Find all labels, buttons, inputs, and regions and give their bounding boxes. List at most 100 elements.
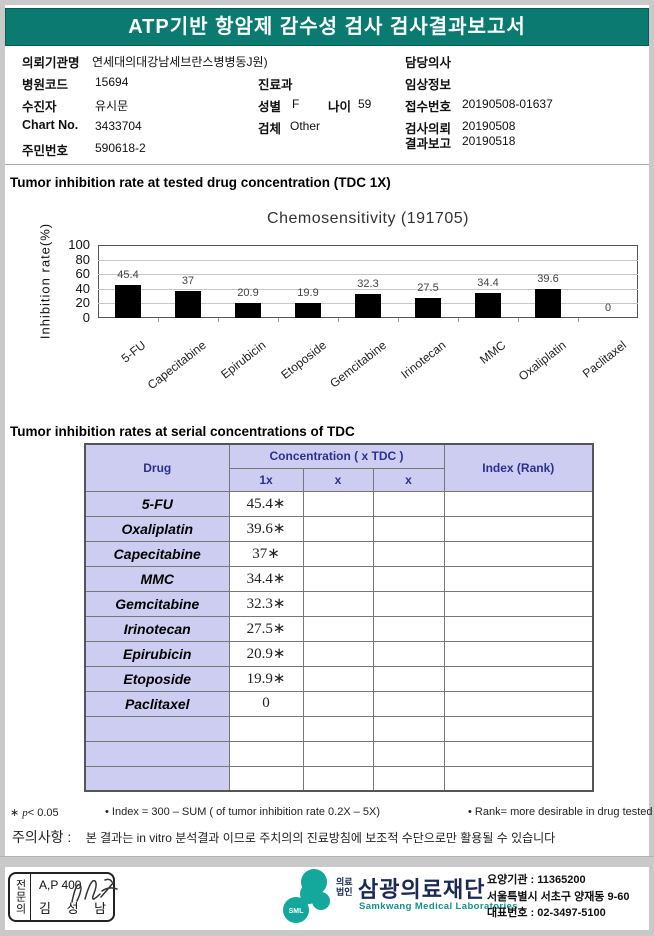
value-cell [228,765,304,792]
logo-org-type-line2: 법인 [336,887,353,897]
x-axis-tick [218,318,219,322]
drug-name-cell: 5-FU [84,490,230,517]
chart-bar [475,293,501,318]
field-label: 나이 [328,100,352,114]
field-label: 임상정보 [405,78,452,92]
value-cell [372,665,445,692]
table-row: Irinotecan 27.5∗ [84,615,594,642]
x-axis-category-label: MMC [477,338,509,367]
specialist-name: 김 성 남 [39,901,113,916]
field-label: 담당의사 [405,56,452,70]
x-axis-tick [338,318,339,322]
field-label: 성별 [258,100,282,114]
value-cell [302,690,374,717]
y-axis-tick-label: 40 [75,280,90,296]
x-axis-tick [458,318,459,322]
value-cell [302,715,374,742]
value-cell [372,515,445,542]
x-axis-tick [578,318,579,322]
field-label: 접수번호 [405,100,452,114]
col-header-x2: x [302,467,374,492]
value-cell [443,765,594,792]
table-row: 5-FU 45.4∗ [84,490,594,517]
section-divider [5,164,649,165]
drug-name-cell: Epirubicin [84,640,230,667]
value-cell: 20.9∗ [228,640,304,667]
value-cell [302,565,374,592]
value-cell [302,765,374,792]
table-row [84,740,594,767]
table-row [84,765,594,792]
y-axis-tick-label: 80 [75,251,90,267]
field-value: 20190508 [462,119,516,133]
x-axis-tick [278,318,279,322]
x-axis-tick [518,318,519,322]
footnote-p: p [22,807,28,819]
x-axis-category-label: Etoposide [277,338,329,382]
section-title-tdc1x: Tumor inhibition rate at tested drug con… [10,175,391,190]
chart-gridline [98,259,638,261]
contact-org-number: 요양기관 : 11365200 [487,874,586,886]
field-label: 결과보고 [405,137,452,151]
table-row: Gemcitabine 32.3∗ [84,590,594,617]
chart-bar [235,303,261,318]
value-cell [443,515,594,542]
field-value: Other [290,119,321,133]
value-cell [443,590,594,617]
bar-value-label: 0 [604,302,612,314]
section-title-serial: Tumor inhibition rates at serial concent… [10,424,355,439]
caution-text: 본 결과는 in vitro 분석결과 이므로 주치의의 진료방침에 보조적 수… [85,831,556,845]
y-axis-tick-label: 60 [75,266,90,282]
col-header-1x: 1x [228,467,304,492]
drug-name-cell [84,740,230,767]
chart-bar [115,285,141,318]
drug-name-cell [84,765,230,792]
x-axis-category-label: Capecitabine [144,338,209,393]
drug-name-cell [84,715,230,742]
value-cell: 37∗ [228,540,304,567]
contact-block: 요양기관 : 11365200 서울특별시 서초구 양재동 9-60 대표번호 … [487,872,630,922]
value-cell [443,640,594,667]
value-cell [372,640,445,667]
chemo-chart: Chemosensitivity (191705) Inhibition rat… [0,204,654,404]
value-cell [372,540,445,567]
field-value: F [292,97,300,111]
col-header-concentration: Concentration ( x TDC ) [228,443,445,469]
sml-abbr-text: SML [289,908,305,915]
drug-name-cell: Paclitaxel [84,690,230,717]
drug-name-cell: Etoposide [84,665,230,692]
drug-name-cell: MMC [84,565,230,592]
value-cell: 32.3∗ [228,590,304,617]
bar-value-label: 37 [181,275,195,287]
field-value: 15694 [95,75,129,89]
tdc-table: Drug Concentration ( x TDC ) Index (Rank… [84,443,594,792]
value-cell [372,565,445,592]
logo-org-type-line1: 의료 [336,877,353,887]
footnote-star: ∗ [10,807,20,819]
value-cell [372,715,445,742]
value-cell: 27.5∗ [228,615,304,642]
value-cell [372,590,445,617]
x-axis-category-label: Gemcitabine [326,338,389,391]
value-cell [443,490,594,517]
table-row: Epirubicin 20.9∗ [84,640,594,667]
specialist-code: A,P 400 [39,878,82,892]
value-cell [443,665,594,692]
footnote-pvalue: ∗ p< 0.05 [10,806,59,819]
drug-name-cell: Irinotecan [84,615,230,642]
table-row: Etoposide 19.9∗ [84,665,594,692]
value-cell [302,490,374,517]
x-axis-category-label: Irinotecan [398,338,449,382]
x-axis-category-label: 5-FU [118,338,149,366]
value-cell [372,490,445,517]
x-axis-tick [398,318,399,322]
chart-bar [295,303,321,318]
caution-line: 주의사항 : 본 결과는 in vitro 분석결과 이므로 주치의의 진료방침… [12,827,555,847]
tdc-table-body: 5-FU 45.4∗ Oxaliplatin 39.6∗ Capecitabine 37∗… [84,490,594,792]
y-axis-tick-label: 100 [68,237,90,252]
value-cell [443,740,594,767]
footnote-index: • Index = 300 – SUM ( of tumor inhibitio… [105,806,381,818]
field-label: 수진자 [22,100,57,114]
logo-org-type: 의료 법인 [336,877,353,897]
